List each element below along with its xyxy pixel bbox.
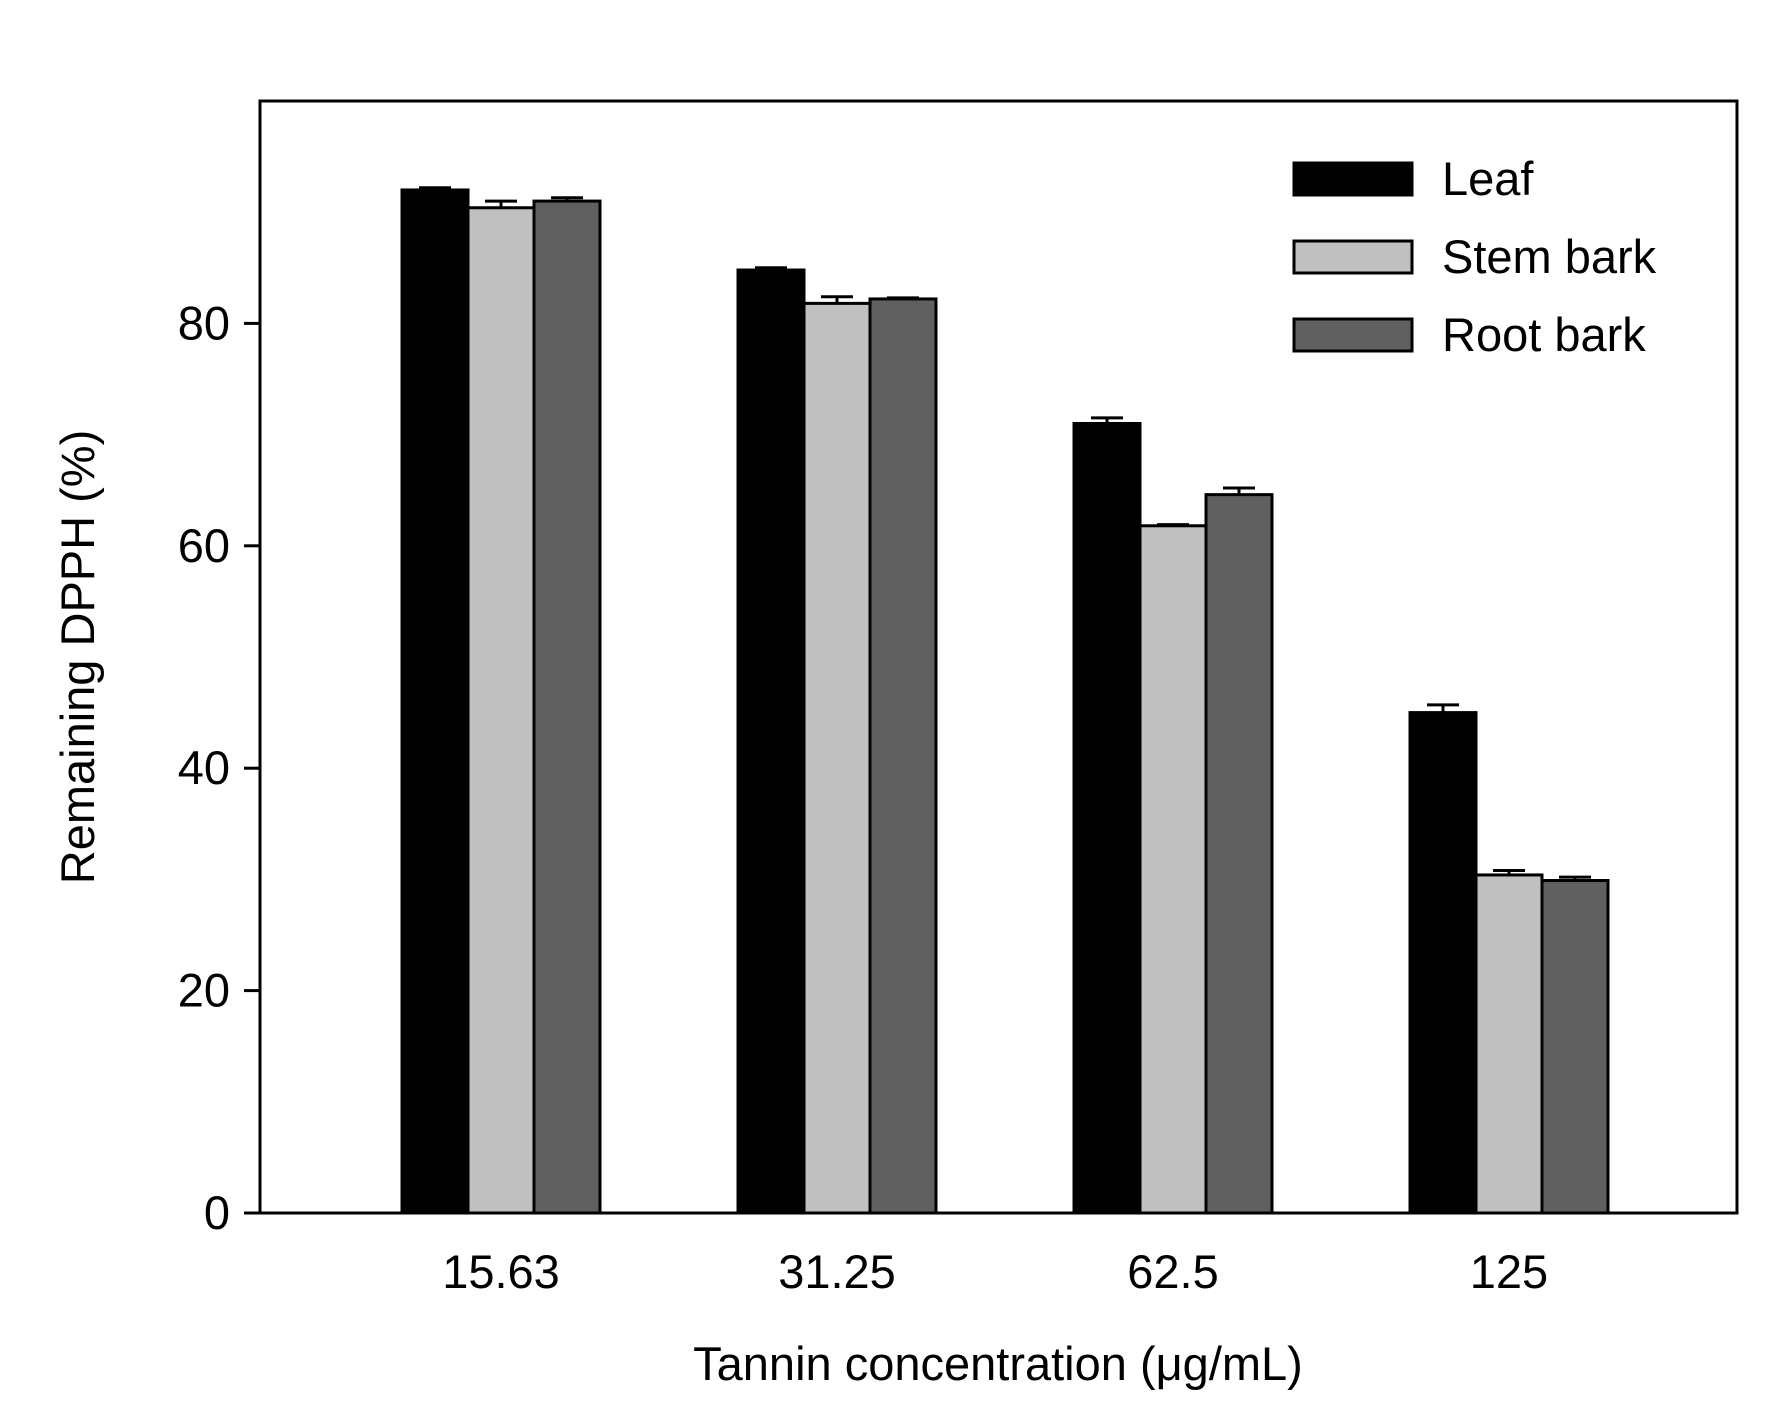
bar-stem-bark-62_5 [1138,524,1208,1215]
y-tick-label: 60 [178,519,230,572]
bar-stem-bark-15_63 [466,206,536,1215]
bar-stem-bark-31_25 [802,301,872,1215]
x-axis: 15.63 31.25 62.5 125 [442,1245,1548,1298]
x-tick-label: 31.25 [778,1245,896,1298]
bar-root-bark-15_63 [532,199,602,1215]
legend-label-stem-bark: Stem bark [1442,230,1657,283]
x-tick-label: 15.63 [442,1245,560,1298]
y-tick-label: 80 [178,296,230,349]
bar-root-bark-31_25 [868,297,938,1215]
plot-frame [258,99,1739,1215]
bar-root-bark-125 [1540,879,1610,1215]
legend: Leaf Stem bark Root bark [1292,152,1657,361]
legend-swatch-root-bark [1292,317,1414,353]
bar-stem-bark-125 [1474,873,1544,1215]
bar-root-bark-62_5 [1204,493,1274,1215]
y-axis-title: Remaining DPPH (%) [51,430,104,884]
x-tick-label: 125 [1470,1245,1548,1298]
bar-leaf-31_25 [736,268,806,1215]
legend-swatch-stem-bark [1292,239,1414,275]
y-tick-label: 0 [204,1186,230,1239]
y-tick-label: 20 [178,964,230,1017]
bar-leaf-62_5 [1072,421,1142,1215]
legend-label-leaf: Leaf [1442,152,1534,205]
bar-leaf-15_63 [400,188,470,1215]
legend-swatch-leaf [1292,161,1414,197]
legend-label-root-bark: Root bark [1442,308,1646,361]
y-axis: 0 20 40 60 80 [178,296,260,1239]
bars-layer [400,186,1610,1215]
y-tick-label: 40 [178,741,230,794]
x-tick-label: 62.5 [1127,1245,1218,1298]
bar-leaf-125 [1408,711,1478,1215]
x-axis-title: Tannin concentration (μg/mL) [693,1337,1303,1390]
